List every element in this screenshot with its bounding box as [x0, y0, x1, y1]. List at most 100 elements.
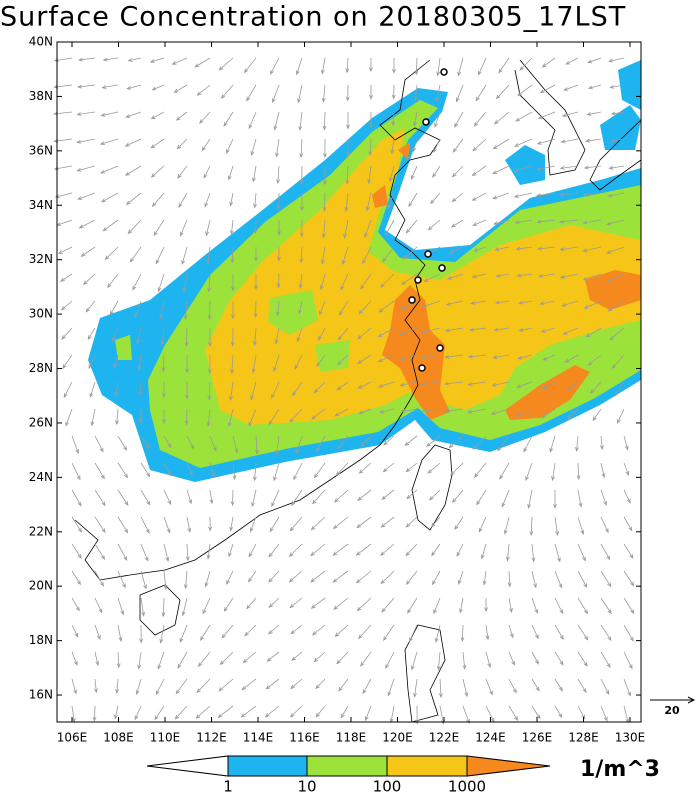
wind-arrow	[185, 354, 189, 374]
wind-arrow	[400, 408, 418, 413]
wind-arrow	[357, 354, 372, 364]
wind-arrow	[380, 570, 395, 585]
wind-arrow	[472, 435, 487, 450]
y-tick-label: 18N	[29, 633, 53, 647]
contour-3	[205, 128, 641, 425]
wind-arrow	[92, 705, 97, 722]
wind-arrow	[382, 462, 395, 473]
wind-arrow	[115, 408, 119, 426]
station	[408, 296, 416, 304]
wind-arrow	[319, 273, 326, 291]
station	[414, 276, 422, 284]
wind-arrow	[298, 111, 303, 132]
colorbar-label: 1	[223, 778, 233, 796]
wind-arrow	[523, 435, 533, 453]
wind-arrow	[71, 489, 82, 507]
wind-arrow	[485, 678, 493, 696]
wind-arrow	[250, 138, 257, 157]
wind-arrow	[474, 462, 487, 478]
wind-arrow	[163, 462, 172, 477]
wind-arrow	[600, 516, 609, 534]
wind-arrow	[462, 705, 470, 725]
wind-arrow	[607, 192, 625, 198]
wind-arrow	[319, 300, 326, 316]
wind-arrow	[276, 246, 281, 262]
wind-arrow	[343, 219, 349, 239]
wind-arrow	[585, 327, 602, 338]
wind-arrow	[89, 381, 96, 398]
wind-arrow	[251, 489, 257, 508]
y-tick-label: 38N	[29, 89, 53, 103]
wind-arrow	[313, 651, 326, 663]
wind-arrow	[101, 84, 119, 89]
wind-arrow	[232, 435, 239, 454]
wind-arrow	[471, 192, 487, 201]
wind-arrow	[378, 300, 395, 313]
wind-arrow	[438, 678, 443, 699]
wind-arrow	[529, 516, 534, 537]
wind-arrow	[468, 327, 487, 332]
colorbar-over	[466, 755, 551, 777]
wind-arrow	[541, 381, 556, 390]
wind-arrow	[134, 705, 142, 721]
wind-arrow	[517, 84, 533, 97]
x-tick-label: 126E	[522, 731, 553, 745]
wind-arrow	[536, 165, 556, 171]
wind-arrow	[421, 408, 441, 413]
wind-arrow	[140, 570, 147, 590]
wind-arrow	[501, 489, 510, 508]
wind-arrow	[576, 462, 581, 481]
wind-arrow	[184, 327, 189, 347]
wind-arrow	[460, 624, 465, 643]
wind-arrow	[381, 489, 395, 500]
wind-arrow	[310, 597, 326, 609]
wind-arrow	[472, 138, 487, 152]
wind-arrow	[315, 678, 326, 690]
wind-arrow	[559, 246, 579, 252]
wind-arrow	[246, 84, 257, 102]
wind-arrow	[150, 165, 165, 178]
wind-arrow	[163, 543, 170, 562]
wind-arrow	[423, 273, 441, 282]
wind-arrow	[230, 273, 235, 292]
wind-arrow	[277, 219, 281, 237]
wind-arrow	[140, 516, 150, 534]
wind-arrow	[398, 354, 418, 361]
wind-arrow	[531, 624, 539, 640]
wind-arrow	[100, 165, 119, 174]
wind-arrow	[623, 651, 633, 670]
wind-arrow	[560, 138, 579, 144]
wind-arrow	[76, 138, 96, 144]
wind-arrow	[559, 192, 579, 197]
wind-arrow	[175, 678, 188, 695]
wind-arrow	[455, 84, 464, 103]
wind-arrow	[383, 624, 395, 642]
wind-arrow	[230, 354, 234, 375]
wind-arrow	[207, 300, 212, 321]
wind-arrow	[577, 570, 588, 589]
wind-arrow	[450, 219, 464, 228]
wind-arrow	[299, 246, 304, 264]
wind-arrow	[194, 57, 211, 68]
wind-arrow	[584, 138, 602, 143]
wind-arrow	[288, 543, 303, 557]
wind-arrow	[563, 84, 579, 91]
wind-arrow	[425, 435, 441, 447]
wind-arrow	[293, 462, 303, 481]
wind-arrow	[196, 84, 211, 96]
wind-arrow	[77, 57, 96, 62]
wind-arrow	[600, 462, 606, 479]
y-tick-label: 22N	[29, 524, 53, 538]
wind-arrow	[114, 381, 119, 397]
y-tick-label: 34N	[29, 198, 53, 212]
wind-arrow	[124, 165, 142, 176]
wind-arrow	[54, 192, 73, 199]
wind-arrow	[427, 219, 441, 231]
wind-arrow	[505, 543, 510, 562]
wind-arrow	[536, 219, 556, 224]
wind-arrow	[80, 246, 96, 257]
wind-arrow	[513, 192, 533, 199]
wind-arrow	[313, 462, 326, 479]
wind-arrow	[251, 354, 257, 374]
wind-arrow	[577, 624, 589, 641]
